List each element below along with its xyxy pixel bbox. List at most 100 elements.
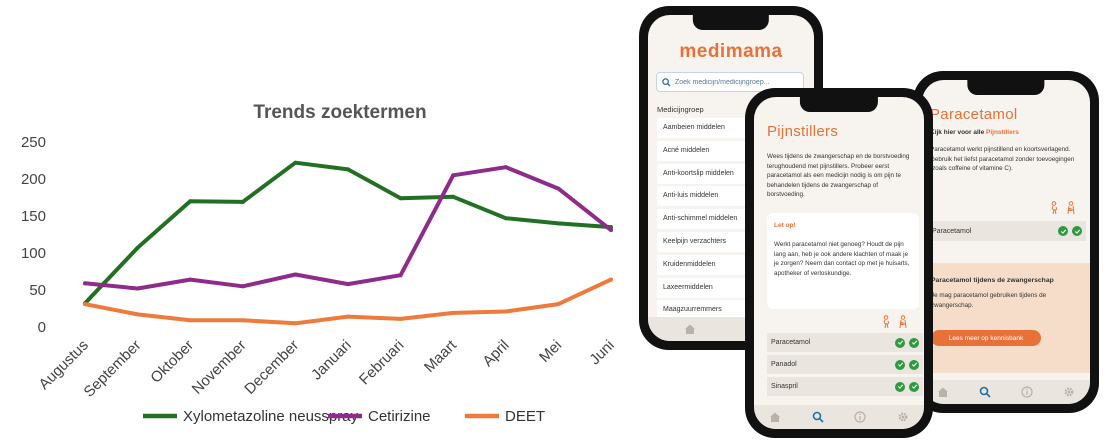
medication-row[interactable]: Paracetamol	[767, 333, 923, 352]
read-more-button[interactable]: Lees meer op kennisbank	[931, 330, 1041, 346]
x-tick-label: Maart	[421, 336, 461, 376]
warning-title: Let op!	[774, 222, 796, 229]
data-point	[135, 312, 140, 317]
data-point	[188, 199, 193, 204]
data-point	[609, 277, 613, 282]
data-point	[188, 318, 193, 323]
data-point	[188, 277, 193, 282]
phone-screen: Paracetamol Kijk hier voor alle Pijnstil…	[922, 80, 1090, 404]
medication-row[interactable]: Paracetamol	[928, 221, 1086, 241]
settings-icon	[898, 412, 908, 422]
x-tick-label: April	[479, 337, 512, 370]
info-icon	[1021, 386, 1033, 398]
chart-title: Trends zoektermen	[253, 102, 426, 123]
info-icon	[854, 411, 866, 423]
data-point	[398, 316, 403, 321]
search-placeholder: Zoek medicijn/medicijngroep...	[675, 78, 770, 86]
x-tick-label: Februari	[356, 337, 408, 389]
check-circle-icon	[1072, 226, 1082, 236]
tab-search[interactable]	[979, 386, 991, 398]
tab-home[interactable]	[769, 411, 781, 423]
data-point	[556, 221, 561, 226]
category-hint: Kijk hier voor alle Pijnstillers	[930, 129, 1019, 136]
check-circle-icon	[895, 381, 905, 392]
tab-info[interactable]	[854, 411, 866, 423]
column-icons	[1049, 201, 1077, 215]
medication-list: Paracetamol Panadol Sinaspril	[767, 333, 923, 399]
home-icon	[938, 387, 948, 397]
data-point	[135, 245, 140, 250]
breastfeeding-icon	[1067, 201, 1075, 215]
data-point	[83, 281, 87, 286]
check-circle-icon	[1058, 226, 1068, 236]
medication-name: Paracetamol	[771, 339, 811, 346]
tab-home[interactable]	[937, 386, 949, 398]
medication-name: Sinaspril	[771, 383, 798, 390]
legend-label: Xylometazoline neusspray	[183, 408, 359, 425]
search-icon	[812, 411, 824, 423]
y-tick-label: 50	[29, 282, 46, 299]
data-point	[398, 196, 403, 201]
data-point	[503, 309, 508, 314]
data-point	[556, 302, 561, 307]
page-title: Paracetamol	[930, 106, 1018, 123]
medication-name: Paracetamol	[932, 227, 972, 235]
y-tick-label: 100	[21, 245, 46, 262]
phone-notch	[799, 97, 879, 112]
home-icon	[684, 324, 695, 334]
check-circle-icon	[895, 337, 905, 348]
data-point	[451, 173, 456, 178]
x-tick-label: September	[81, 337, 145, 401]
data-point	[503, 216, 508, 221]
data-point	[346, 314, 350, 319]
y-tick-label: 0	[38, 319, 46, 336]
y-tick-label: 200	[21, 171, 46, 188]
tab-search[interactable]	[812, 411, 824, 423]
check-circle-icon	[909, 359, 919, 370]
hint-text: Kijk hier voor alle	[930, 129, 985, 136]
phone-paracetamol: Paracetamol Kijk hier voor alle Pijnstil…	[913, 71, 1099, 413]
home-icon	[770, 412, 781, 422]
data-point	[293, 321, 298, 326]
safety-checks	[895, 337, 919, 348]
tab-info[interactable]	[1021, 386, 1033, 398]
pregnancy-panel: Paracetamol tijdens de zwangerschap Je m…	[922, 263, 1090, 373]
data-point	[293, 160, 298, 165]
tab-settings[interactable]	[1063, 386, 1075, 398]
x-tick-label: November	[189, 337, 250, 398]
data-point	[503, 165, 508, 170]
check-circle-icon	[909, 337, 919, 348]
data-point	[451, 310, 456, 315]
data-point	[240, 199, 245, 204]
pregnant-woman-icon	[1051, 201, 1058, 215]
warning-card: Let op! Werkt paracetamol niet genoeg? H…	[767, 213, 919, 309]
category-link[interactable]: Pijnstillers	[986, 129, 1019, 136]
search-icon	[979, 386, 991, 398]
x-tick-label: Juni	[586, 337, 617, 368]
x-tick-label: Mei	[536, 337, 565, 366]
search-icon	[662, 77, 671, 87]
tab-home[interactable]	[684, 323, 696, 335]
phone-notch	[967, 80, 1045, 95]
data-point	[240, 318, 245, 323]
phone-screen: Pijnstillers Wees tijdens de zwangerscha…	[754, 97, 924, 429]
safety-checks	[895, 359, 919, 370]
medication-row[interactable]: Panadol	[767, 355, 923, 374]
search-input[interactable]: Zoek medicijn/medicijngroep...	[656, 72, 804, 92]
warning-text: Werkt paracetamol niet genoeg? Houdt de …	[774, 241, 910, 277]
x-tick-label: December	[241, 337, 302, 398]
settings-icon	[1064, 387, 1074, 397]
series-line-1	[83, 165, 613, 291]
tab-bar	[922, 380, 1090, 404]
medication-name: Panadol	[771, 361, 797, 368]
medication-row[interactable]: Sinaspril	[767, 377, 923, 396]
data-point	[83, 302, 87, 307]
check-circle-icon	[895, 359, 905, 370]
y-tick-label: 250	[21, 134, 46, 151]
data-point	[135, 286, 140, 291]
app-logo: medimama	[679, 41, 783, 62]
tab-bar	[754, 405, 924, 429]
tab-settings[interactable]	[897, 411, 909, 423]
safety-checks	[895, 381, 919, 392]
